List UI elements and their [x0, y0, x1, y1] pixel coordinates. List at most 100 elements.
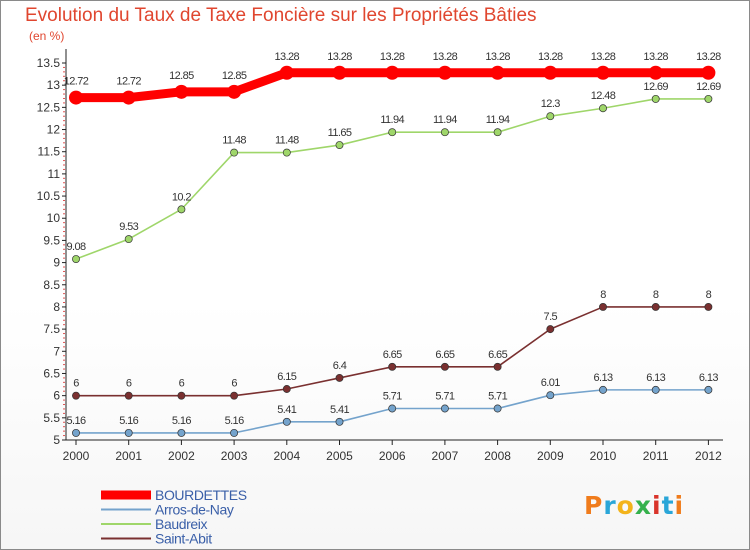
data-label: 6 — [179, 378, 185, 390]
logo-letter: i — [652, 491, 662, 520]
data-label: 5.16 — [66, 415, 85, 427]
legend-label: Saint-Abit — [155, 531, 212, 547]
data-point — [121, 90, 136, 105]
data-point — [335, 141, 344, 150]
data-point — [440, 128, 449, 137]
data-label: 12.72 — [64, 76, 89, 88]
data-label: 12.69 — [643, 81, 668, 93]
logo-letter: r — [603, 491, 617, 520]
x-tick-label: 2011 — [643, 449, 669, 463]
data-label: 5.16 — [119, 415, 138, 427]
x-tick-label: 2010 — [590, 449, 617, 463]
data-label: 6.13 — [593, 372, 612, 384]
data-point — [124, 428, 133, 437]
x-tick-label: 2007 — [432, 449, 459, 463]
data-point — [490, 65, 505, 80]
x-tick-label: 2005 — [326, 449, 353, 463]
logo-letter: o — [616, 491, 635, 520]
data-point — [279, 65, 294, 80]
y-tick-label: 6.5 — [43, 366, 60, 380]
y-tick-label: 7 — [53, 344, 60, 358]
y-tick-label: 8.5 — [43, 278, 60, 292]
data-point — [332, 65, 347, 80]
y-tick-label: 9.5 — [43, 233, 60, 247]
x-tick-label: 2004 — [273, 449, 300, 463]
data-label: 9.08 — [66, 241, 85, 253]
data-point — [282, 417, 291, 426]
y-tick-label: 11.5 — [38, 145, 61, 159]
data-label: 6.01 — [541, 377, 560, 389]
data-label: 5.16 — [172, 415, 191, 427]
data-label: 6.65 — [488, 349, 507, 361]
data-label: 11.94 — [380, 114, 404, 126]
data-point — [648, 65, 663, 80]
data-point — [124, 235, 133, 244]
data-label: 10.2 — [172, 191, 191, 203]
data-label: 9.53 — [119, 221, 138, 233]
data-label: 7.5 — [544, 311, 558, 323]
data-label: 13.28 — [696, 51, 721, 63]
data-label: 13.28 — [433, 51, 458, 63]
data-point — [546, 325, 555, 334]
x-tick-label: 2001 — [115, 449, 142, 463]
y-tick-label: 6 — [53, 389, 60, 403]
data-point — [335, 373, 344, 382]
data-label: 6.65 — [383, 349, 402, 361]
data-point — [230, 391, 239, 400]
data-label: 8 — [653, 289, 659, 301]
data-label: 13.28 — [643, 51, 668, 63]
y-tick-label: 13.5 — [37, 56, 61, 70]
y-tick-label: 12.5 — [37, 100, 61, 114]
data-point — [177, 428, 186, 437]
data-label: 6.65 — [435, 349, 454, 361]
data-point — [599, 104, 607, 113]
y-tick-label: 9 — [53, 256, 60, 270]
data-label: 12.72 — [116, 76, 141, 88]
data-point — [388, 404, 397, 413]
data-point — [177, 391, 186, 400]
data-point — [493, 404, 502, 413]
logo-letter: P — [584, 491, 604, 520]
logo-letter: x — [634, 491, 652, 520]
data-point — [704, 94, 713, 103]
data-label: 5.71 — [435, 391, 454, 403]
data-point — [546, 112, 555, 121]
proxiti-logo: Proxiti — [584, 491, 684, 520]
x-tick-label: 2002 — [168, 449, 195, 463]
data-label: 13.28 — [327, 51, 352, 63]
data-label: 13.28 — [275, 51, 300, 63]
y-tick-label: 5.5 — [43, 411, 60, 425]
data-label: 11.48 — [222, 135, 246, 147]
x-tick-label: 2009 — [537, 449, 564, 463]
data-point — [230, 428, 239, 437]
data-label: 11.94 — [433, 114, 457, 126]
data-label: 6 — [73, 378, 79, 390]
data-point — [440, 404, 449, 413]
data-label: 11.48 — [275, 135, 299, 147]
data-label: 12.85 — [169, 70, 194, 82]
data-label: 5.41 — [330, 404, 349, 416]
data-label: 11.94 — [486, 114, 510, 126]
y-tick-label: 12 — [47, 123, 61, 137]
y-tick-label: 8 — [53, 300, 60, 314]
y-tick-label: 11 — [48, 167, 61, 181]
data-point — [651, 385, 660, 394]
x-tick-label: 2006 — [379, 449, 406, 463]
data-label: 5.71 — [383, 391, 402, 403]
data-label: 5.16 — [225, 415, 244, 427]
logo-letter: i — [674, 491, 685, 520]
y-tick-label: 13 — [47, 78, 61, 92]
data-point — [388, 128, 397, 137]
data-point — [651, 94, 660, 103]
data-label: 11.65 — [328, 127, 352, 139]
data-point — [69, 90, 83, 105]
data-point — [227, 84, 242, 99]
x-tick-label: 2003 — [221, 449, 248, 463]
data-label: 13.28 — [538, 51, 563, 63]
legend-label: Arros-de-Nay — [155, 502, 234, 518]
data-label: 6 — [231, 378, 237, 390]
data-label: 8 — [600, 289, 606, 301]
data-point — [335, 417, 344, 426]
y-tick-label: 7.5 — [43, 322, 60, 336]
